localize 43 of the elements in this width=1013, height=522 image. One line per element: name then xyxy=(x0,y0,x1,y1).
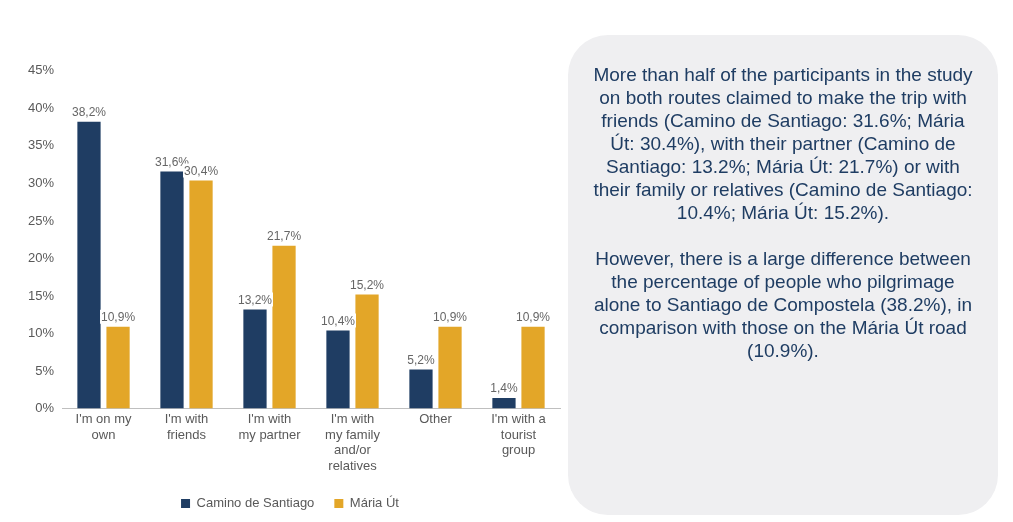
bar xyxy=(77,121,101,409)
y-tick-label: 35% xyxy=(27,137,55,153)
x-tick-label: I'm with a tourist group xyxy=(491,410,547,458)
data-label: 5,2% xyxy=(407,352,435,367)
bar xyxy=(438,326,462,409)
y-tick-label: 40% xyxy=(27,99,55,115)
data-label: 21,7% xyxy=(267,229,302,244)
y-tick-label: 45% xyxy=(27,62,55,78)
y-tick-label: 25% xyxy=(27,212,55,228)
text: More than half of the participants in the study on both routes claimed to make the trip with friends (Camino de Santiago: 31.6%; Mária Út: 30.4%), with their partner (Camino de Santiago: 13.2%; Mária Út: 21.7%) or with their family or relatives (Camino de Santiago: 10.4%; Mária Út: 15.2%). xyxy=(592,63,974,224)
data-label: 10,9% xyxy=(101,310,136,325)
x-tick-label: I'm with my partner xyxy=(238,410,302,442)
legend-label: Camino de Santiago xyxy=(196,495,315,511)
data-label: 15,2% xyxy=(350,277,385,292)
y-tick-label: 5% xyxy=(35,362,55,378)
x-tick-label: I'm with friends xyxy=(164,410,209,442)
bar xyxy=(189,180,213,409)
y-tick-label: 0% xyxy=(35,400,55,416)
data-label: 1,4% xyxy=(490,381,518,396)
bar xyxy=(243,309,267,409)
data-label: 10,9% xyxy=(516,310,551,325)
y-tick-label: 30% xyxy=(27,174,55,190)
text: However, there is a large difference between the percentage of people who pilgrimage alone to Santiago de Compostela (38.2%), in comparison with those on the Mária Út road (10.9%). xyxy=(592,247,974,362)
bar xyxy=(272,245,296,409)
data-label: 13,2% xyxy=(237,292,273,307)
data-label: 10,9% xyxy=(433,310,468,325)
bar xyxy=(521,326,545,409)
y-tick-label: 15% xyxy=(27,287,55,303)
bar xyxy=(106,326,130,409)
y-tick-label: 10% xyxy=(27,325,55,341)
y-tick-label: 20% xyxy=(27,250,55,266)
bar xyxy=(492,398,516,409)
data-label: 38,2% xyxy=(71,105,107,120)
x-tick-label: Other xyxy=(419,410,453,426)
x-tick-label: I'm with my family and/or relatives xyxy=(325,410,381,473)
data-label: 10,4% xyxy=(320,313,356,328)
bar xyxy=(160,171,184,409)
bar xyxy=(326,330,350,409)
bar xyxy=(409,369,433,409)
x-tick-label: I'm on my own xyxy=(75,410,132,442)
bar xyxy=(355,294,379,409)
legend-label: Mária Út xyxy=(349,495,400,511)
data-label: 30,4% xyxy=(184,163,219,178)
